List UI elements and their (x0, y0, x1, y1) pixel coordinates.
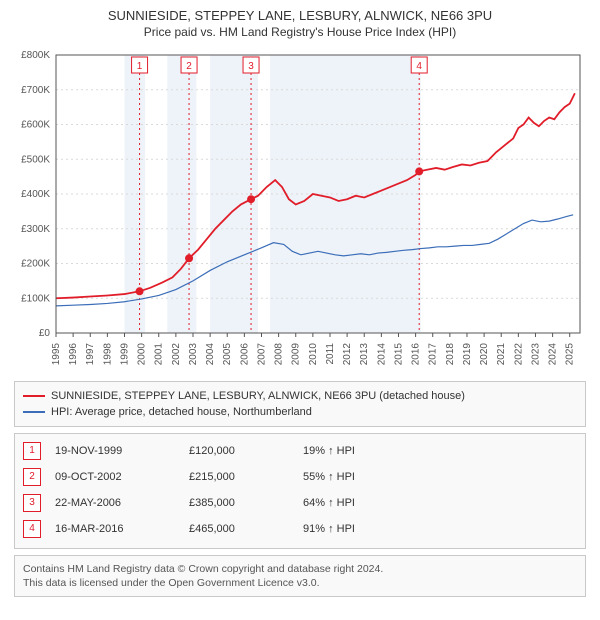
svg-text:£400K: £400K (21, 189, 50, 200)
svg-text:1: 1 (137, 61, 143, 72)
svg-text:2010: 2010 (308, 342, 319, 365)
transaction-date: 19-NOV-1999 (55, 445, 175, 457)
svg-text:2017: 2017 (428, 342, 439, 365)
svg-text:£300K: £300K (21, 224, 50, 235)
legend-item: HPI: Average price, detached house, Nort… (23, 404, 577, 420)
transaction-date: 16-MAR-2016 (55, 523, 175, 535)
svg-text:2001: 2001 (154, 342, 165, 365)
svg-text:2011: 2011 (325, 342, 336, 364)
svg-text:2020: 2020 (479, 342, 490, 365)
svg-text:2019: 2019 (462, 342, 473, 365)
chart-container: SUNNIESIDE, STEPPEY LANE, LESBURY, ALNWI… (8, 8, 592, 597)
svg-text:2025: 2025 (565, 342, 576, 365)
svg-text:2014: 2014 (376, 342, 387, 365)
footer-attribution: Contains HM Land Registry data © Crown c… (14, 555, 586, 597)
svg-text:2023: 2023 (530, 342, 541, 365)
transaction-price: £120,000 (189, 445, 289, 457)
svg-text:1999: 1999 (119, 342, 130, 365)
legend-label: HPI: Average price, detached house, Nort… (51, 406, 312, 418)
transaction-pct: 91% ↑ HPI (303, 523, 355, 535)
svg-text:£500K: £500K (21, 154, 50, 165)
transaction-number: 2 (23, 468, 41, 486)
svg-text:2016: 2016 (411, 342, 422, 365)
svg-text:2007: 2007 (256, 342, 267, 365)
chart-subtitle: Price paid vs. HM Land Registry's House … (8, 25, 592, 39)
svg-text:1996: 1996 (68, 342, 79, 365)
svg-text:£100K: £100K (21, 293, 50, 304)
svg-text:2018: 2018 (445, 342, 456, 365)
svg-text:2: 2 (186, 61, 192, 72)
svg-text:2012: 2012 (342, 342, 353, 365)
transaction-row: 3 22-MAY-2006 £385,000 64% ↑ HPI (23, 490, 577, 516)
transaction-price: £465,000 (189, 523, 289, 535)
svg-text:£700K: £700K (21, 85, 50, 96)
svg-text:£200K: £200K (21, 258, 50, 269)
svg-text:2002: 2002 (171, 342, 182, 365)
svg-text:2004: 2004 (205, 342, 216, 365)
transaction-pct: 19% ↑ HPI (303, 445, 355, 457)
transaction-row: 1 19-NOV-1999 £120,000 19% ↑ HPI (23, 438, 577, 464)
transaction-number: 3 (23, 494, 41, 512)
transaction-row: 2 09-OCT-2002 £215,000 55% ↑ HPI (23, 464, 577, 490)
transaction-price: £385,000 (189, 497, 289, 509)
svg-text:3: 3 (248, 61, 254, 72)
svg-text:4: 4 (416, 61, 422, 72)
transaction-date: 22-MAY-2006 (55, 497, 175, 509)
svg-text:£0: £0 (39, 328, 51, 339)
footer-line-1: Contains HM Land Registry data © Crown c… (23, 562, 577, 576)
svg-text:1995: 1995 (51, 342, 62, 365)
legend-swatch (23, 411, 45, 413)
svg-text:£600K: £600K (21, 119, 50, 130)
svg-text:2022: 2022 (513, 342, 524, 365)
transaction-pct: 64% ↑ HPI (303, 497, 355, 509)
svg-text:1997: 1997 (85, 342, 96, 365)
legend: SUNNIESIDE, STEPPEY LANE, LESBURY, ALNWI… (14, 381, 586, 427)
legend-item: SUNNIESIDE, STEPPEY LANE, LESBURY, ALNWI… (23, 388, 577, 404)
chart-title: SUNNIESIDE, STEPPEY LANE, LESBURY, ALNWI… (8, 8, 592, 25)
transaction-pct: 55% ↑ HPI (303, 471, 355, 483)
legend-swatch (23, 395, 45, 397)
transaction-date: 09-OCT-2002 (55, 471, 175, 483)
svg-text:2006: 2006 (239, 342, 250, 365)
svg-text:2000: 2000 (137, 342, 148, 365)
svg-text:1998: 1998 (102, 342, 113, 365)
transaction-number: 4 (23, 520, 41, 538)
svg-text:2015: 2015 (393, 342, 404, 365)
svg-text:2013: 2013 (359, 342, 370, 365)
transaction-row: 4 16-MAR-2016 £465,000 91% ↑ HPI (23, 516, 577, 542)
svg-text:2021: 2021 (496, 342, 507, 365)
price-chart: £0 £100K £200K £300K £400K £500K £600K £700K £80… (8, 45, 592, 375)
transaction-number: 1 (23, 442, 41, 460)
transaction-price: £215,000 (189, 471, 289, 483)
legend-label: SUNNIESIDE, STEPPEY LANE, LESBURY, ALNWI… (51, 390, 465, 402)
svg-text:2003: 2003 (188, 342, 199, 365)
svg-text:2005: 2005 (222, 342, 233, 365)
footer-line-2: This data is licensed under the Open Gov… (23, 576, 577, 590)
svg-text:£800K: £800K (21, 50, 50, 61)
svg-text:2008: 2008 (274, 342, 285, 365)
svg-text:2009: 2009 (291, 342, 302, 365)
transactions-table: 1 19-NOV-1999 £120,000 19% ↑ HPI 2 09-OCT-200… (14, 433, 586, 549)
svg-text:2024: 2024 (548, 342, 559, 365)
